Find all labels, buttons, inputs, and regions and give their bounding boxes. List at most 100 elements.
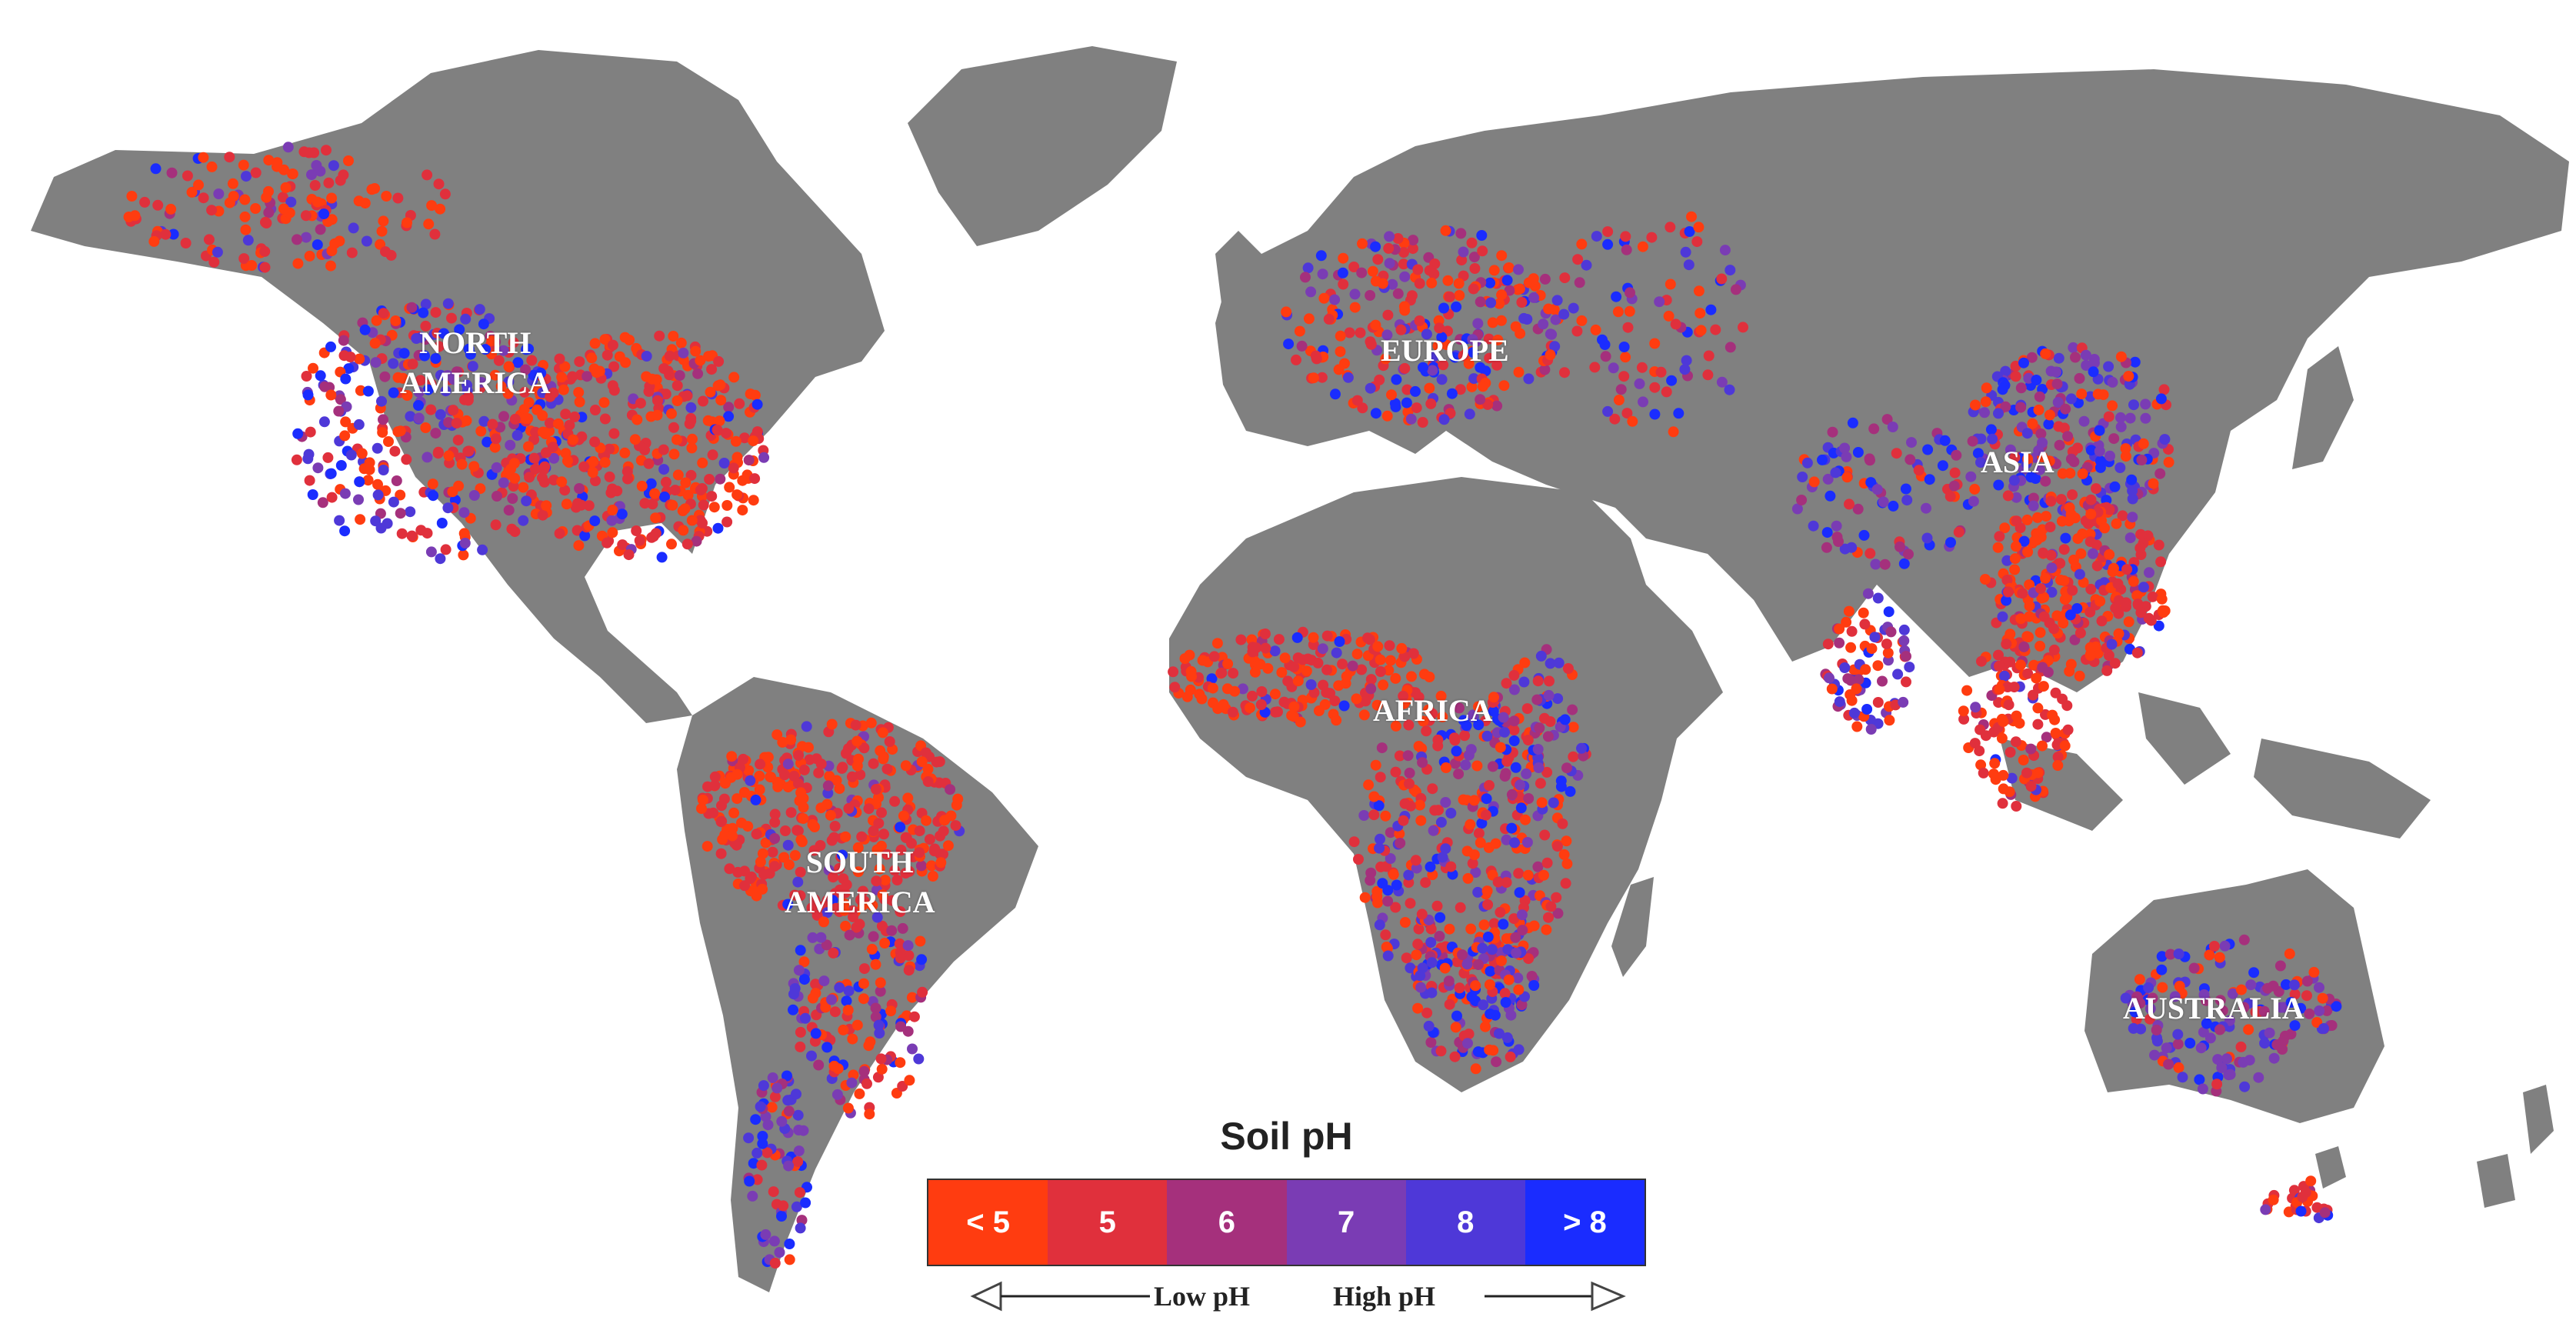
sample-point [1852,447,1864,458]
sample-point [750,1114,761,1125]
sample-point [1501,877,1512,889]
sample-point [1440,843,1451,855]
sample-point [1316,372,1328,383]
sample-point [1901,676,1911,688]
sample-point [1496,955,1507,966]
sample-point [198,152,209,163]
sample-point [1321,687,1332,699]
sample-point [1398,301,1410,312]
sample-point [1499,726,1510,738]
sample-point [2004,656,2016,668]
sample-point [1968,495,1979,507]
sample-point [1825,490,1836,502]
sample-point [846,1077,858,1089]
sample-point [1495,742,1506,753]
sample-point [2010,736,2021,748]
sample-point [1881,414,1893,425]
sample-point [2025,781,2037,792]
sample-point [1548,797,1559,809]
sample-point [1872,592,1884,604]
sample-point [858,1065,870,1077]
sample-point [1519,657,1531,669]
sample-point [2172,1039,2184,1050]
sample-point [1543,912,1554,923]
sample-point [901,832,912,844]
sample-point [826,719,838,730]
sample-point [742,821,754,832]
sample-point [2103,361,2114,372]
sample-point [1373,800,1385,812]
sample-point [372,478,383,490]
sample-point [480,344,492,355]
sample-point [1321,664,1333,675]
sample-point [458,549,469,561]
sample-point [668,422,679,433]
sample-point [793,778,804,789]
sample-point [345,449,357,461]
sample-point [1401,952,1412,964]
sample-point [2314,1005,2325,1016]
sample-point [2021,428,2033,439]
sample-point [1555,781,1567,792]
sample-point [791,1089,801,1100]
sample-point [1681,355,1692,366]
sample-point [718,458,730,468]
sample-point [1834,637,1845,648]
sample-point [1665,278,1676,290]
sample-point [1186,671,1197,682]
sample-point [1426,957,1438,969]
sample-point [602,349,613,361]
sample-point [701,841,713,852]
sample-point [2009,553,2021,565]
sample-point [1945,537,1956,548]
sample-point [1532,861,1544,872]
sample-point [952,793,964,805]
sample-point [375,522,387,534]
sample-point [1649,338,1661,349]
sample-point [343,363,355,375]
sample-point [1353,854,1364,865]
sample-point [2010,371,2021,382]
sample-point [654,330,665,342]
sample-point [2321,1005,2333,1016]
sample-point [1420,877,1431,889]
sample-point [1421,328,1432,340]
sample-point [1625,287,1635,298]
sample-point [425,404,437,415]
sample-point [1450,1022,1461,1033]
sample-point [622,465,633,477]
sample-point [658,444,669,455]
sample-point [372,489,384,501]
sample-point [2015,659,2026,671]
sample-point [1387,278,1398,290]
sample-point [575,499,587,511]
sample-point [1371,699,1383,711]
sample-point [1435,912,1446,923]
sample-point [1503,974,1515,985]
sample-point [871,875,882,887]
sample-point [1335,330,1346,342]
sample-point [1865,477,1877,488]
sample-point [658,363,670,374]
sample-point [1365,338,1377,350]
sample-point [1478,919,1490,931]
sample-point [2058,618,2069,628]
sample-point [1503,262,1515,273]
sample-point [1561,858,1573,869]
sample-point [2208,941,2220,952]
sample-point [2094,595,2106,607]
sample-point [1356,267,1368,278]
sample-point [2081,360,2092,371]
sample-point [1440,762,1451,773]
sample-point [602,537,613,548]
sample-point [1958,705,1969,717]
sample-point [1490,838,1501,849]
sample-point [1821,542,1832,553]
sample-point [335,460,347,471]
sample-point [1448,732,1460,744]
sample-point [1341,671,1352,682]
sample-point [2281,979,2291,990]
sample-point [452,435,464,446]
sample-point [1557,818,1568,829]
sample-point [675,337,687,348]
